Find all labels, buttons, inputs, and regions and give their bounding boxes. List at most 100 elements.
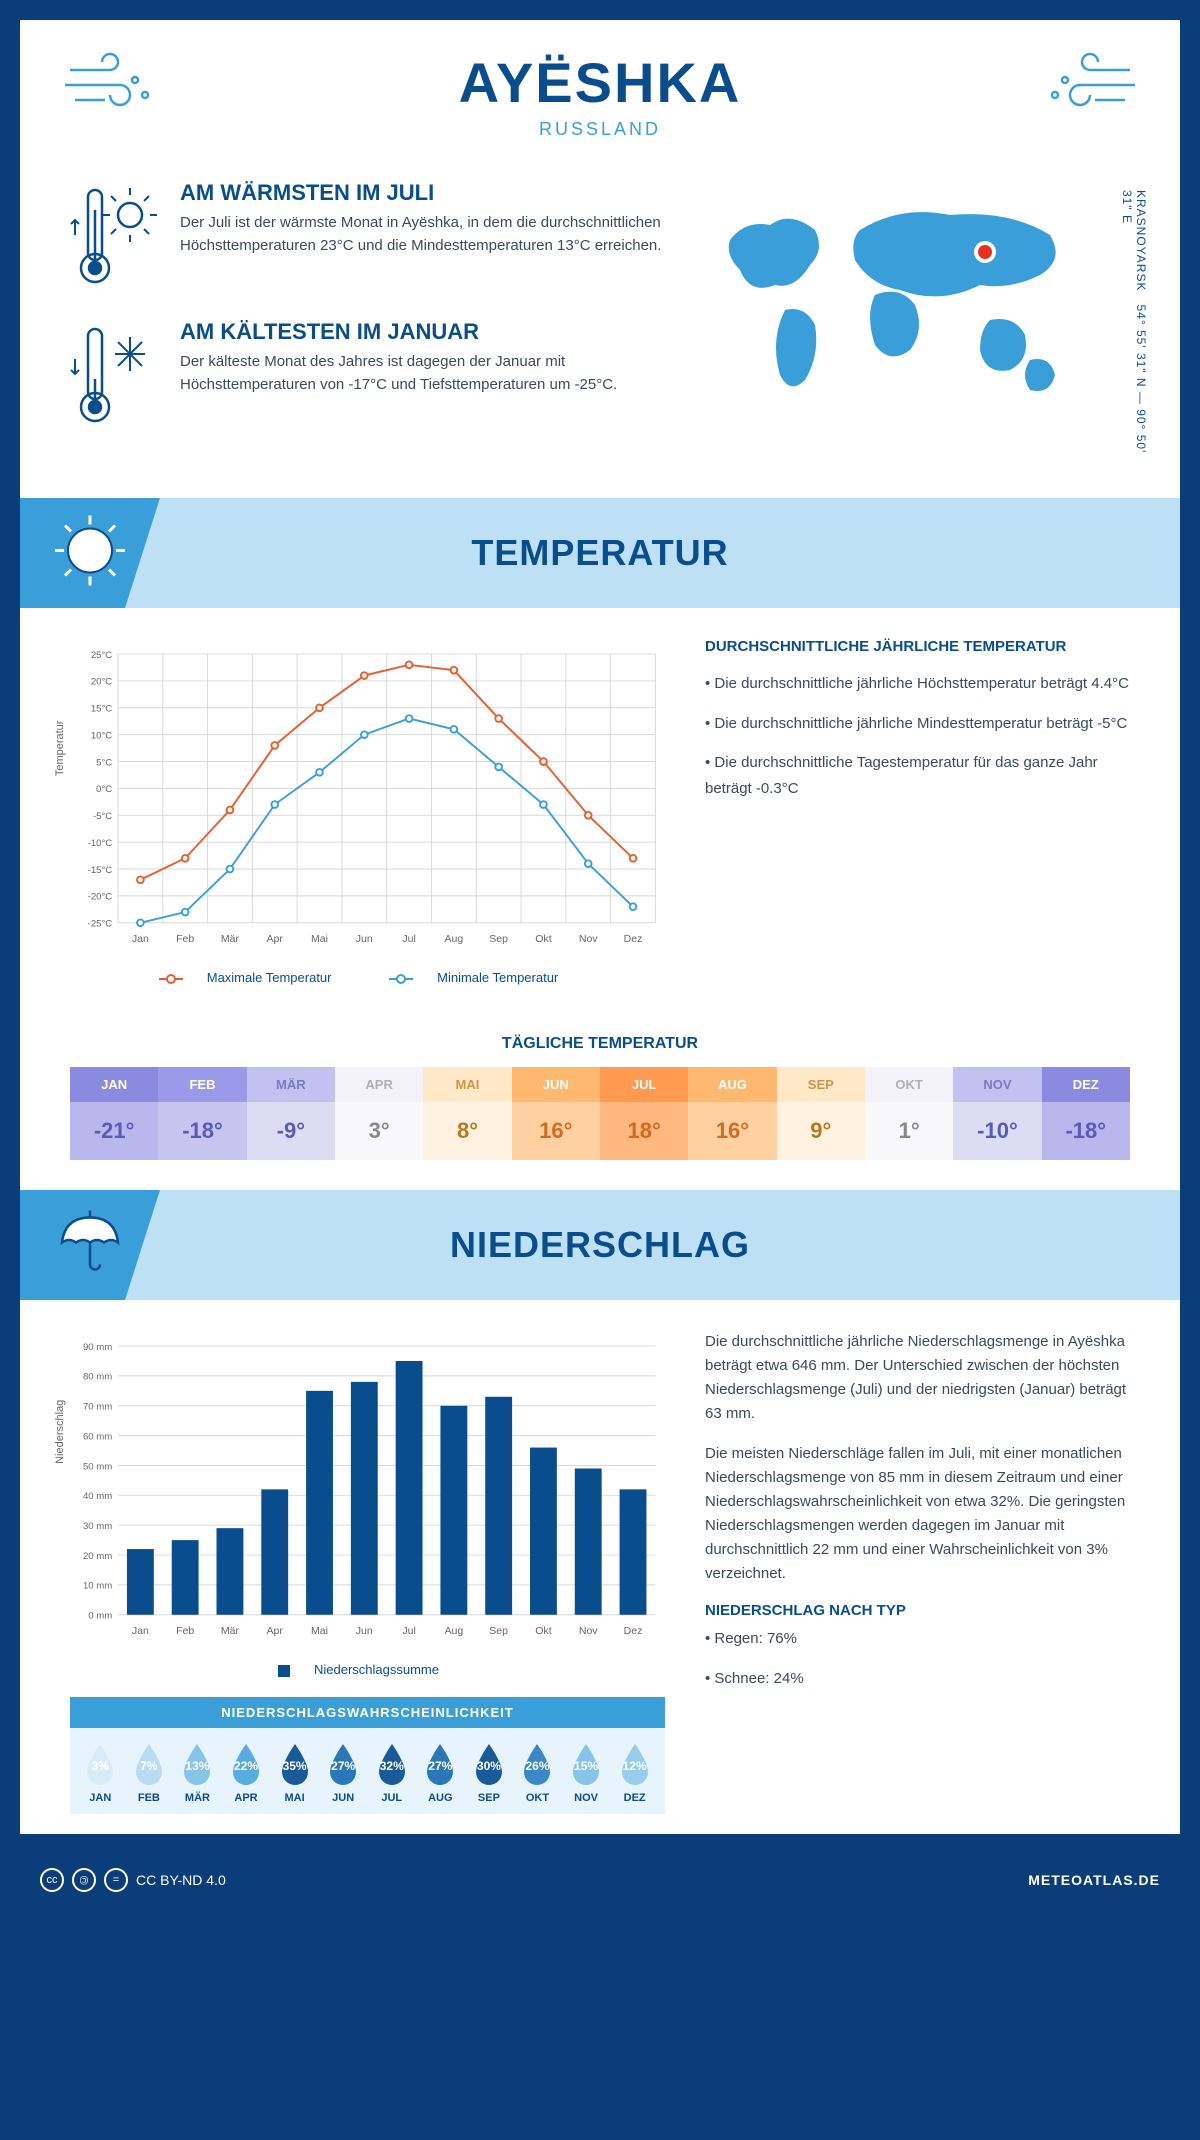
warmest-block: AM WÄRMSTEN IM JULI Der Juli ist der wär… <box>70 180 670 295</box>
svg-text:-15°C: -15°C <box>88 865 113 876</box>
temp-cell: APR3° <box>335 1067 423 1160</box>
prob-cell: 27%JUN <box>319 1742 368 1804</box>
temperature-banner: TEMPERATUR <box>20 498 1180 608</box>
prob-cell: 15%NOV <box>562 1742 611 1804</box>
thermometer-sun-icon <box>70 180 160 295</box>
site-name: METEOATLAS.DE <box>1028 1872 1160 1888</box>
chart-legend: #sw-max::after{border-color:#e85d2e}Maxi… <box>70 970 665 985</box>
svg-text:Okt: Okt <box>535 933 551 945</box>
svg-text:10 mm: 10 mm <box>83 1581 112 1592</box>
prob-cell: 12%DEZ <box>610 1742 659 1804</box>
summary-row: AM WÄRMSTEN IM JULI Der Juli ist der wär… <box>20 160 1180 488</box>
svg-text:Mai: Mai <box>311 933 328 945</box>
svg-text:25°C: 25°C <box>91 650 112 661</box>
svg-text:Jan: Jan <box>132 1625 149 1637</box>
daily-temp-title: TÄGLICHE TEMPERATUR <box>20 1035 1180 1053</box>
svg-text:Feb: Feb <box>176 1625 194 1637</box>
nd-icon: = <box>104 1868 128 1892</box>
thermometer-snow-icon <box>70 319 160 434</box>
daily-temp-table: JAN-21°FEB-18°MÄR-9°APR3°MAI8°JUN16°JUL1… <box>70 1067 1130 1160</box>
svg-text:15°C: 15°C <box>91 704 112 715</box>
svg-text:Dez: Dez <box>624 1625 643 1637</box>
svg-text:Nov: Nov <box>579 933 598 945</box>
world-map: KRASNOYARSK 54° 55' 31" N — 90° 50' 31" … <box>710 180 1130 458</box>
svg-text:Okt: Okt <box>535 1625 551 1637</box>
temperature-info: DURCHSCHNITTLICHE JÄHRLICHE TEMPERATUR •… <box>705 638 1130 985</box>
svg-text:Jun: Jun <box>356 933 373 945</box>
temp-cell: JUL18° <box>600 1067 688 1160</box>
prob-cell: 26%OKT <box>513 1742 562 1804</box>
precipitation-banner: NIEDERSCHLAG <box>20 1190 1180 1300</box>
temp-cell: JAN-21° <box>70 1067 158 1160</box>
coldest-text: Der kälteste Monat des Jahres ist dagege… <box>180 351 670 396</box>
section-title: TEMPERATUR <box>471 532 728 574</box>
cc-icon: cc <box>40 1868 64 1892</box>
temp-cell: SEP9° <box>777 1067 865 1160</box>
temperature-line-chart: -25°C-20°C-15°C-10°C-5°C0°C5°C10°C15°C20… <box>70 638 665 985</box>
svg-text:0°C: 0°C <box>96 784 112 795</box>
temp-cell: JUN16° <box>512 1067 600 1160</box>
footer: cc 🄯 = CC BY-ND 4.0 METEOATLAS.DE <box>0 1854 1200 1906</box>
svg-text:Dez: Dez <box>624 933 643 945</box>
temp-cell: MAI8° <box>423 1067 511 1160</box>
temp-cell: DEZ-18° <box>1042 1067 1130 1160</box>
coordinates: KRASNOYARSK 54° 55' 31" N — 90° 50' 31" … <box>1120 190 1148 458</box>
prob-cell: 27%AUG <box>416 1742 465 1804</box>
svg-text:Sep: Sep <box>489 933 508 945</box>
precipitation-info: Die durchschnittliche jährliche Niedersc… <box>705 1330 1130 1814</box>
svg-text:Mär: Mär <box>221 1625 240 1637</box>
precipitation-bar-chart: 0 mm 10 mm 20 mm 30 mm 40 mm 50 mm 60 mm 70 mm 8… <box>70 1330 665 1650</box>
svg-text:80 mm: 80 mm <box>83 1372 112 1383</box>
sun-icon <box>50 511 130 596</box>
svg-text:70 mm: 70 mm <box>83 1402 112 1413</box>
svg-text:Apr: Apr <box>267 933 284 945</box>
probability-row: 3%JAN7%FEB13%MÄR22%APR35%MAI27%JUN32%JUL… <box>70 1728 665 1814</box>
svg-text:-10°C: -10°C <box>88 838 113 849</box>
temp-cell: MÄR-9° <box>247 1067 335 1160</box>
svg-text:60 mm: 60 mm <box>83 1431 112 1442</box>
svg-text:Aug: Aug <box>444 933 463 945</box>
svg-text:0 mm: 0 mm <box>88 1611 112 1622</box>
svg-text:50 mm: 50 mm <box>83 1461 112 1472</box>
svg-text:5°C: 5°C <box>96 757 112 768</box>
svg-text:20 mm: 20 mm <box>83 1551 112 1562</box>
svg-text:10°C: 10°C <box>91 731 112 742</box>
svg-text:30 mm: 30 mm <box>83 1521 112 1532</box>
prob-cell: 22%APR <box>222 1742 271 1804</box>
warmest-text: Der Juli ist der wärmste Monat in Ayëshk… <box>180 212 670 257</box>
wind-icon <box>1040 50 1140 125</box>
location-title: AYËSHKA <box>40 50 1160 115</box>
coldest-block: AM KÄLTESTEN IM JANUAR Der kälteste Mona… <box>70 319 670 434</box>
wind-icon <box>60 50 160 125</box>
svg-text:Nov: Nov <box>579 1625 598 1637</box>
svg-text:Sep: Sep <box>489 1625 508 1637</box>
probability-title: NIEDERSCHLAGSWAHRSCHEINLICHKEIT <box>70 1697 665 1728</box>
temp-cell: FEB-18° <box>158 1067 246 1160</box>
prob-cell: 30%SEP <box>465 1742 514 1804</box>
section-title: NIEDERSCHLAG <box>450 1224 750 1266</box>
svg-text:Feb: Feb <box>176 933 194 945</box>
svg-text:Jul: Jul <box>402 933 415 945</box>
header: AYËSHKA RUSSLAND <box>20 20 1180 160</box>
warmest-title: AM WÄRMSTEN IM JULI <box>180 180 670 206</box>
svg-text:Jul: Jul <box>402 1625 415 1637</box>
svg-text:Jun: Jun <box>356 1625 373 1637</box>
country-subtitle: RUSSLAND <box>40 119 1160 140</box>
temp-cell: NOV-10° <box>953 1067 1041 1160</box>
svg-text:20°C: 20°C <box>91 677 112 688</box>
prob-cell: 3%JAN <box>76 1742 125 1804</box>
svg-text:-25°C: -25°C <box>88 919 113 930</box>
umbrella-icon <box>50 1203 130 1288</box>
prob-cell: 35%MAI <box>270 1742 319 1804</box>
svg-text:40 mm: 40 mm <box>83 1491 112 1502</box>
by-icon: 🄯 <box>72 1868 96 1892</box>
license: cc 🄯 = CC BY-ND 4.0 <box>40 1868 226 1892</box>
svg-text:90 mm: 90 mm <box>83 1342 112 1353</box>
temp-cell: AUG16° <box>688 1067 776 1160</box>
svg-text:Aug: Aug <box>444 1625 463 1637</box>
svg-text:Mai: Mai <box>311 1625 328 1637</box>
chart-legend: Niederschlagssumme <box>70 1662 665 1677</box>
prob-cell: 7%FEB <box>125 1742 174 1804</box>
svg-text:Apr: Apr <box>267 1625 284 1637</box>
svg-text:Jan: Jan <box>132 933 149 945</box>
